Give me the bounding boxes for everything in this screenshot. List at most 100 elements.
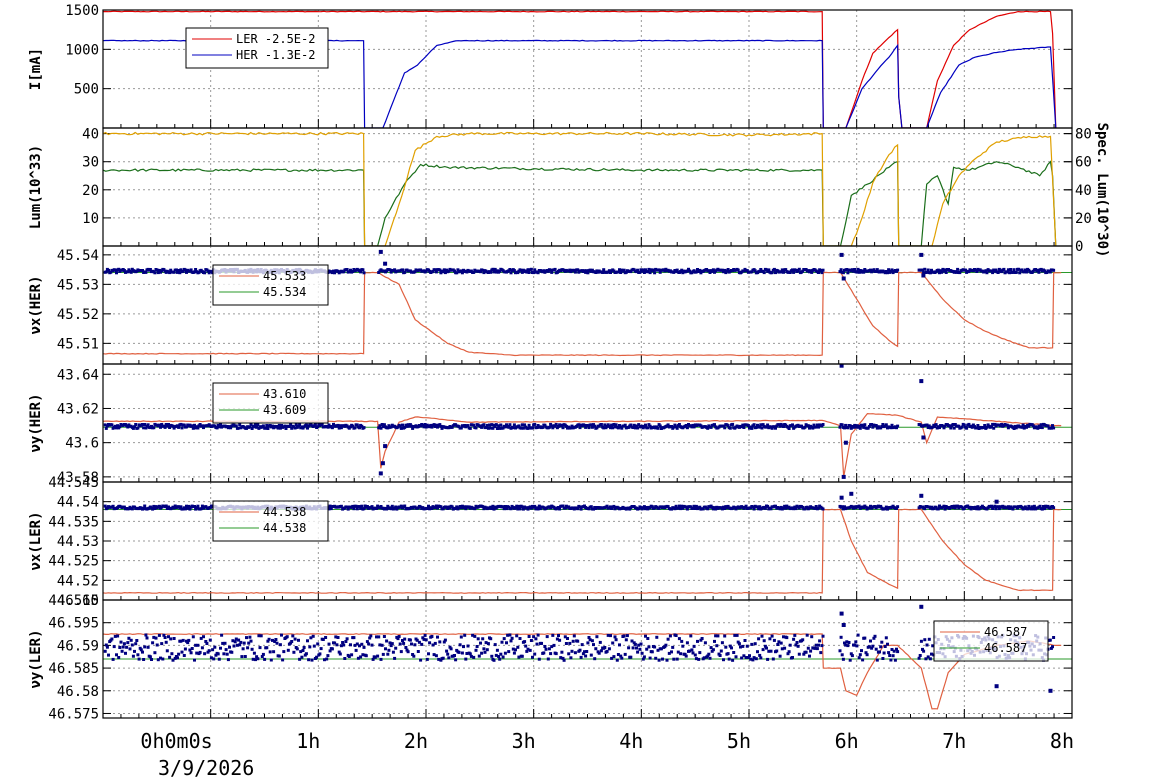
tune-point xyxy=(796,644,800,648)
tune-point xyxy=(390,642,394,646)
tune-point xyxy=(294,423,298,426)
tune-point xyxy=(587,507,591,511)
y-tick-label: 45.52 xyxy=(57,307,99,323)
y-tick-label: 30 xyxy=(82,155,99,171)
tune-point xyxy=(519,268,523,272)
tune-point xyxy=(761,423,765,427)
tune-point xyxy=(881,657,885,660)
tune-point xyxy=(841,657,845,661)
tune-point xyxy=(265,646,269,650)
tune-point xyxy=(951,423,955,426)
tune-point xyxy=(436,635,439,639)
tune-point xyxy=(275,641,279,645)
tune-point xyxy=(345,268,349,271)
tune-point xyxy=(378,643,382,647)
right-y-axis-label: Spec. Lum(10^30) xyxy=(1094,123,1110,258)
tune-point xyxy=(300,655,304,659)
tune-point xyxy=(633,642,637,646)
tune-point xyxy=(612,655,616,659)
tune-point xyxy=(846,644,850,648)
tune-point xyxy=(434,654,438,658)
tune-point xyxy=(327,507,331,511)
tune-point xyxy=(708,656,712,660)
tune-point xyxy=(181,269,185,273)
tune-point xyxy=(869,639,872,643)
tune-point xyxy=(436,425,439,429)
tune-point xyxy=(311,634,315,638)
tune-point xyxy=(804,268,808,271)
tune-point xyxy=(284,427,288,430)
tune-point xyxy=(1012,427,1016,430)
tune-point xyxy=(520,505,524,509)
tune-point xyxy=(401,423,404,427)
tune-point xyxy=(252,651,256,655)
tune-point xyxy=(512,651,516,655)
tune-point xyxy=(584,270,588,274)
tune-point xyxy=(737,642,741,646)
tune-point xyxy=(918,654,922,657)
tune-point xyxy=(153,271,157,275)
tune-point xyxy=(647,423,651,427)
tune-point xyxy=(640,424,644,428)
tune-point xyxy=(613,635,617,639)
tune-point xyxy=(637,643,641,647)
tune-point xyxy=(784,506,788,510)
tune-point xyxy=(583,423,586,427)
tune-point xyxy=(635,424,638,428)
tune-point xyxy=(421,636,425,640)
tune-point xyxy=(861,424,865,428)
tune-point xyxy=(863,636,867,640)
tune-point xyxy=(516,507,520,511)
tune-point xyxy=(873,634,877,638)
tune-point xyxy=(840,505,844,509)
tune-point-spike xyxy=(839,611,844,616)
tune-point xyxy=(482,271,486,275)
tune-point xyxy=(855,644,859,648)
tune-point xyxy=(525,649,529,653)
tune-point xyxy=(547,647,551,651)
tune-point xyxy=(203,271,207,275)
tune-point xyxy=(157,268,161,272)
tune-point xyxy=(801,638,805,642)
tune-point xyxy=(618,424,621,427)
tune-point xyxy=(313,422,317,426)
tune-point xyxy=(673,507,677,511)
tune-point xyxy=(431,269,435,273)
tune-point xyxy=(183,268,187,272)
tune-point xyxy=(795,641,799,644)
tune-point xyxy=(492,658,496,662)
tune-point xyxy=(791,656,794,659)
tune-point xyxy=(766,657,770,661)
tune-point xyxy=(306,426,309,430)
tune-point xyxy=(692,504,696,508)
tune-point xyxy=(991,422,995,426)
tune-point xyxy=(679,652,683,656)
tune-point xyxy=(693,507,697,510)
tune-point xyxy=(256,657,260,661)
tune-point xyxy=(788,643,792,647)
tune-point xyxy=(204,640,208,643)
tune-point xyxy=(544,647,548,651)
tune-point xyxy=(954,270,958,274)
tune-point xyxy=(549,268,553,272)
tune-point xyxy=(723,507,727,510)
tune-point xyxy=(838,425,842,429)
y-axis-label-group: I[mA] xyxy=(28,48,44,90)
tune-point xyxy=(843,426,846,430)
tune-point xyxy=(199,636,203,640)
tune-point xyxy=(134,642,138,646)
tune-point xyxy=(242,641,246,645)
tune-point xyxy=(298,657,302,661)
tune-point xyxy=(938,426,941,430)
tune-point xyxy=(232,644,236,648)
tune-point xyxy=(775,649,779,653)
tune-point xyxy=(794,507,798,511)
tune-point xyxy=(361,268,365,272)
tune-point xyxy=(675,657,679,661)
tune-point xyxy=(934,505,938,509)
tune-point xyxy=(746,656,750,659)
x-tick-label: 8h xyxy=(1050,729,1074,753)
tune-point xyxy=(996,505,1000,509)
